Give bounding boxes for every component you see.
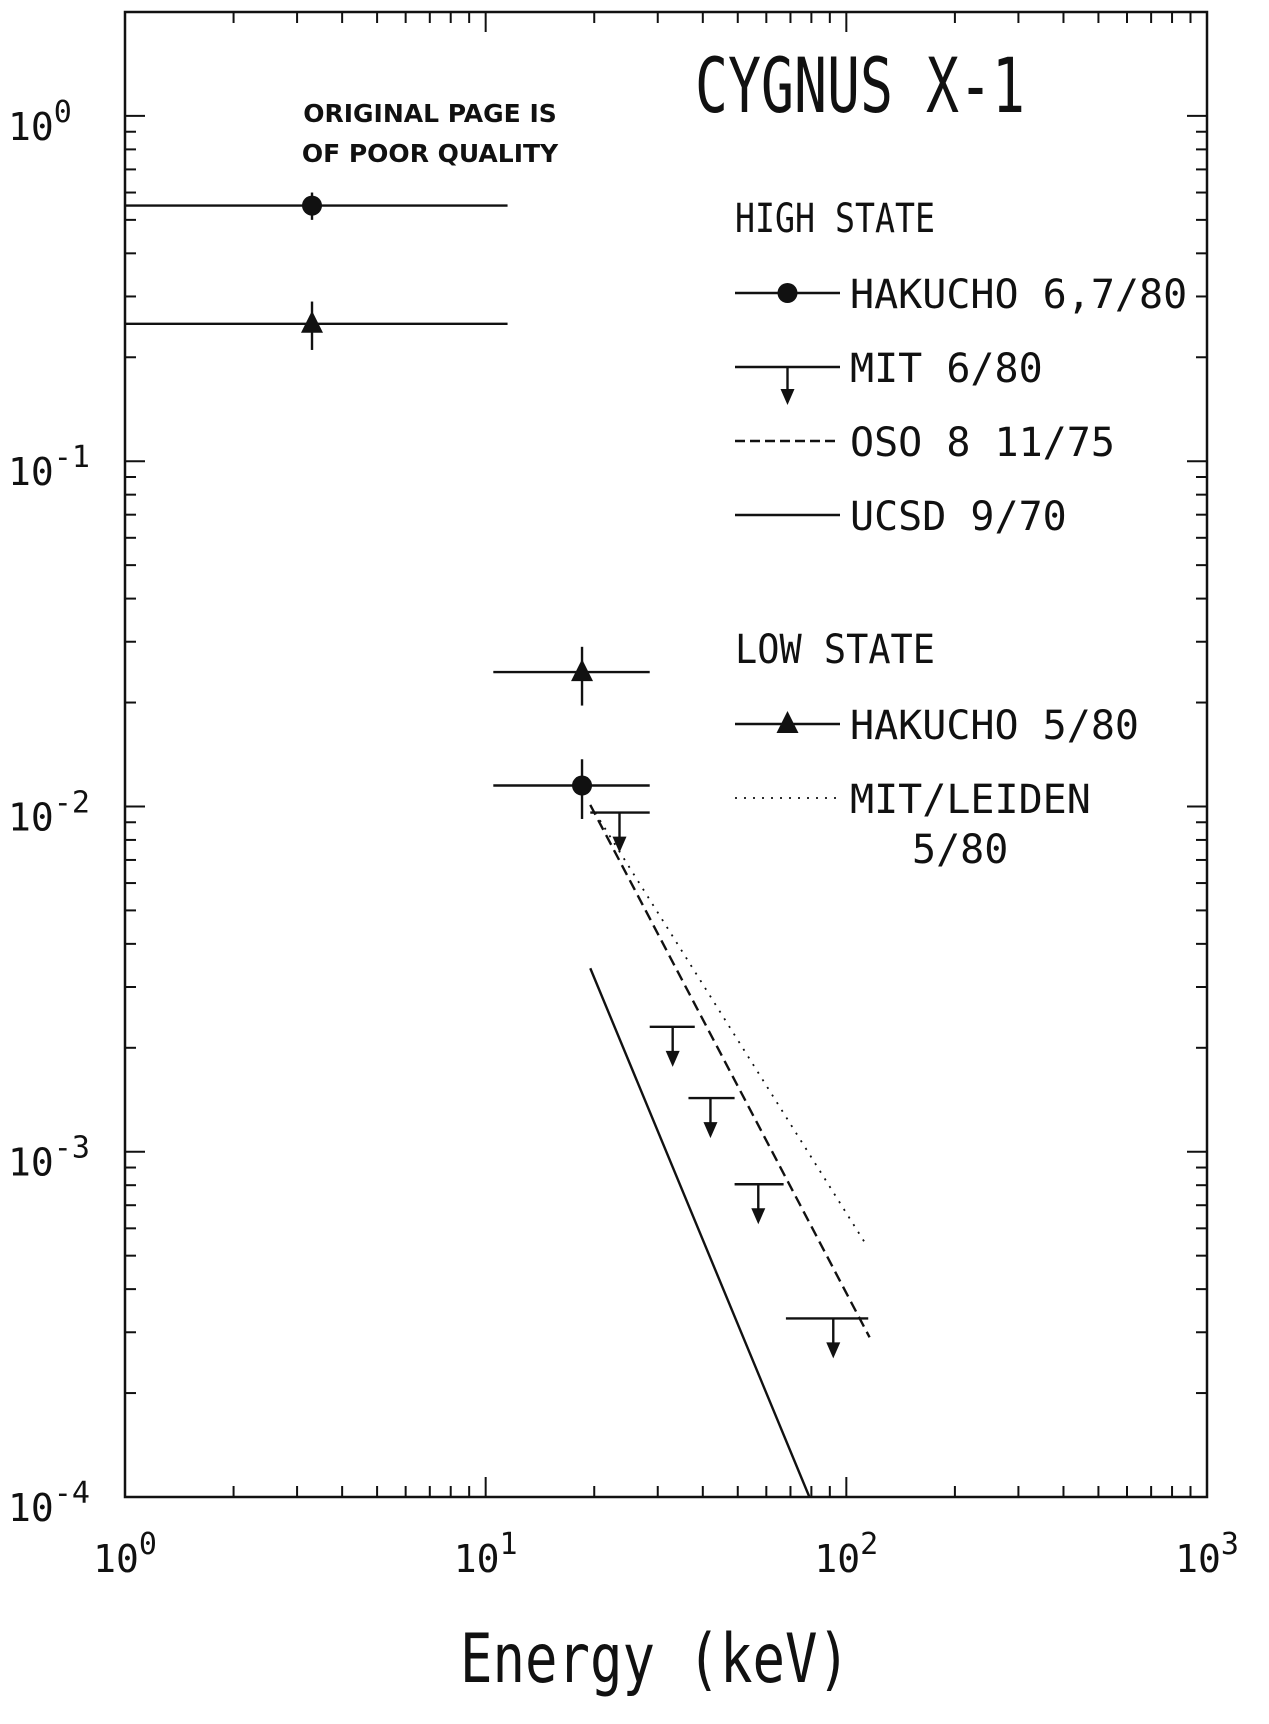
series-line-oso8 <box>589 804 871 1338</box>
legend-label: HAKUCHO 6,7/80 <box>850 272 1187 318</box>
upper-limit-arrow <box>826 1342 841 1359</box>
plot-series <box>125 192 871 1498</box>
data-point-triangle <box>571 659 594 682</box>
legend-heading: LOW STATE <box>735 627 935 673</box>
x-tick-label: 102 <box>814 1527 878 1581</box>
data-point-circle <box>302 195 323 216</box>
y-tick-label: 10-1 <box>8 440 90 494</box>
legend-swatch-triangle <box>776 711 799 733</box>
series-line-ucsd <box>589 967 811 1498</box>
chart-title: CYGNUS X-1 <box>695 41 1025 130</box>
upper-limit-arrow <box>665 1050 680 1067</box>
y-tick-label: 10-2 <box>8 785 90 839</box>
legend-swatch-circle <box>777 283 798 303</box>
quality-stamp-line1: ORIGINAL PAGE IS <box>303 99 557 128</box>
legend-label: 5/80 <box>912 827 1008 873</box>
data-point-triangle <box>301 310 324 333</box>
upper-limit-arrow <box>751 1208 766 1225</box>
x-tick-label: 100 <box>93 1527 157 1581</box>
x-axis-title: Energy (keV) <box>460 1620 850 1699</box>
y-tick-label: 10-4 <box>8 1476 90 1530</box>
x-tick-label: 103 <box>1175 1527 1239 1581</box>
upper-limit-arrow <box>703 1122 718 1139</box>
x-tick-label: 101 <box>454 1527 518 1581</box>
legend: HIGH STATE HAKUCHO 6,7/80 MIT 6/80 OSO 8 11… <box>735 196 1187 873</box>
y-tick-label: 10-3 <box>8 1131 90 1185</box>
legend-heading: HIGH STATE <box>735 196 935 242</box>
plot-frame <box>123 10 1209 1499</box>
legend-label: OSO 8 11/75 <box>850 420 1115 466</box>
legend-label: MIT 6/80 <box>850 346 1043 392</box>
quality-stamp-line2: OF POOR QUALITY <box>302 139 559 168</box>
legend-label: MIT/LEIDEN <box>850 777 1091 823</box>
data-point-circle <box>572 775 593 796</box>
legend-swatch-arrow <box>780 389 795 405</box>
legend-label: HAKUCHO 5/80 <box>850 703 1139 749</box>
plot-axes: 100 101 102 103 100 10-1 10-2 10-3 10-4 <box>8 10 1239 1581</box>
upper-limit-arrow <box>612 836 627 853</box>
y-tick-label: 100 <box>8 95 72 149</box>
legend-label: UCSD 9/70 <box>850 494 1067 540</box>
